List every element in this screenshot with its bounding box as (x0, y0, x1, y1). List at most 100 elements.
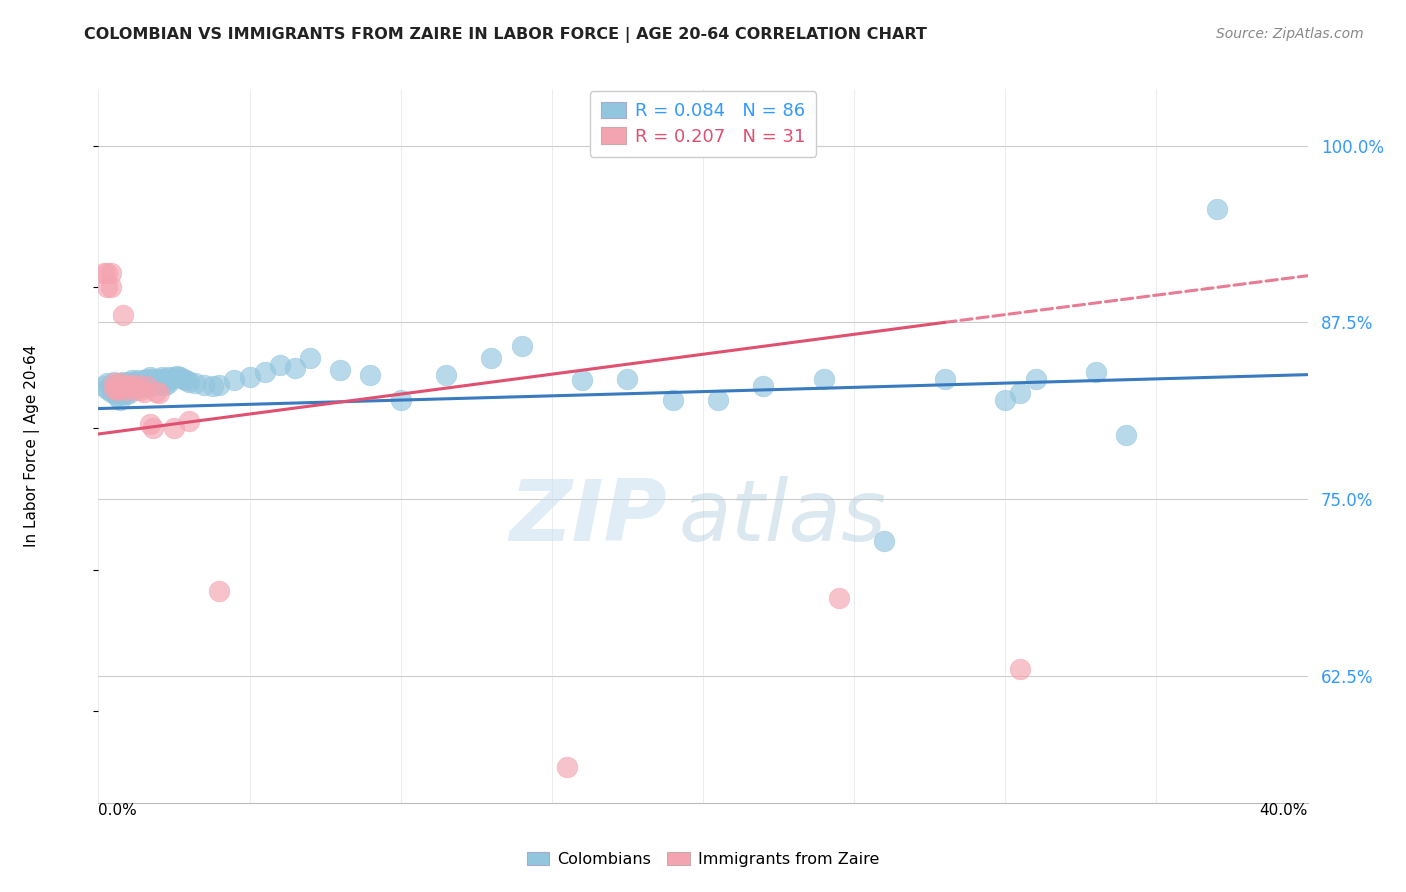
Point (813, 372, 835, 386)
Point (100, 384, 122, 399)
Point (135, 379, 157, 393)
Point (114, 387, 136, 401)
Point (96, 280, 118, 294)
Point (129, 375, 152, 389)
Point (111, 386, 134, 401)
Point (108, 376, 131, 391)
Point (156, 376, 179, 391)
Point (93, 266, 115, 280)
Point (202, 379, 225, 393)
Point (253, 365, 276, 379)
Point (96, 376, 118, 391)
Point (555, 760, 578, 774)
Point (108, 387, 131, 401)
Point (145, 373, 167, 387)
Point (160, 372, 183, 386)
Point (139, 376, 162, 391)
Point (153, 372, 176, 386)
Point (129, 383, 152, 397)
Point (121, 379, 143, 393)
Point (121, 377, 143, 392)
Point (156, 370, 179, 384)
Point (132, 379, 155, 393)
Point (163, 370, 186, 384)
Point (1010, 662, 1032, 676)
Point (179, 414, 201, 428)
Point (873, 534, 896, 549)
Text: ZIP: ZIP (509, 475, 666, 559)
Point (100, 280, 122, 294)
Point (172, 372, 194, 386)
Point (105, 377, 128, 392)
Point (105, 383, 128, 397)
Point (661, 393, 683, 408)
Point (571, 373, 593, 387)
Point (124, 375, 146, 389)
Point (100, 266, 122, 280)
Point (96, 382, 118, 396)
Point (284, 360, 307, 375)
Legend: Colombians, Immigrants from Zaire: Colombians, Immigrants from Zaire (519, 844, 887, 875)
Point (142, 377, 165, 392)
Point (145, 384, 167, 399)
Point (329, 363, 352, 377)
Point (616, 372, 638, 386)
Point (389, 393, 412, 408)
Point (148, 377, 170, 392)
Point (828, 591, 851, 605)
Point (108, 393, 131, 408)
Text: 0.0%: 0.0% (98, 803, 138, 818)
Point (184, 376, 207, 391)
Point (118, 379, 141, 393)
Point (142, 421, 165, 435)
Point (208, 377, 231, 392)
Point (153, 377, 176, 392)
Point (103, 380, 125, 394)
Point (118, 386, 141, 401)
Point (100, 379, 122, 393)
Point (193, 377, 215, 392)
Point (114, 383, 136, 397)
Point (1206, 202, 1229, 217)
Point (118, 380, 141, 394)
Point (108, 382, 131, 396)
Point (135, 372, 157, 386)
Point (105, 383, 128, 397)
Point (510, 339, 533, 353)
Point (135, 377, 157, 392)
Point (239, 370, 262, 384)
Point (481, 351, 503, 365)
Point (108, 376, 131, 391)
Point (752, 379, 775, 393)
Point (111, 375, 134, 389)
Point (1085, 365, 1108, 379)
Point (269, 358, 291, 372)
Point (150, 376, 173, 391)
Point (129, 380, 152, 394)
Text: 40.0%: 40.0% (1260, 803, 1308, 818)
Point (114, 377, 136, 392)
Point (150, 370, 173, 384)
Point (994, 393, 1017, 408)
Point (127, 377, 149, 392)
Point (93, 379, 115, 393)
Point (142, 372, 165, 386)
Point (1115, 428, 1137, 442)
Point (121, 373, 143, 387)
Point (139, 370, 162, 384)
Point (96, 266, 118, 280)
Point (124, 380, 146, 394)
Point (148, 372, 170, 386)
Point (127, 373, 149, 387)
Point (132, 373, 155, 387)
Point (434, 368, 457, 382)
Point (127, 379, 149, 393)
Point (132, 384, 155, 399)
Point (224, 373, 246, 387)
Text: COLOMBIAN VS IMMIGRANTS FROM ZAIRE IN LABOR FORCE | AGE 20-64 CORRELATION CHART: COLOMBIAN VS IMMIGRANTS FROM ZAIRE IN LA… (84, 27, 927, 43)
Point (114, 382, 136, 396)
Point (105, 389, 128, 403)
Point (105, 377, 128, 392)
Point (118, 375, 141, 389)
Point (111, 308, 134, 322)
